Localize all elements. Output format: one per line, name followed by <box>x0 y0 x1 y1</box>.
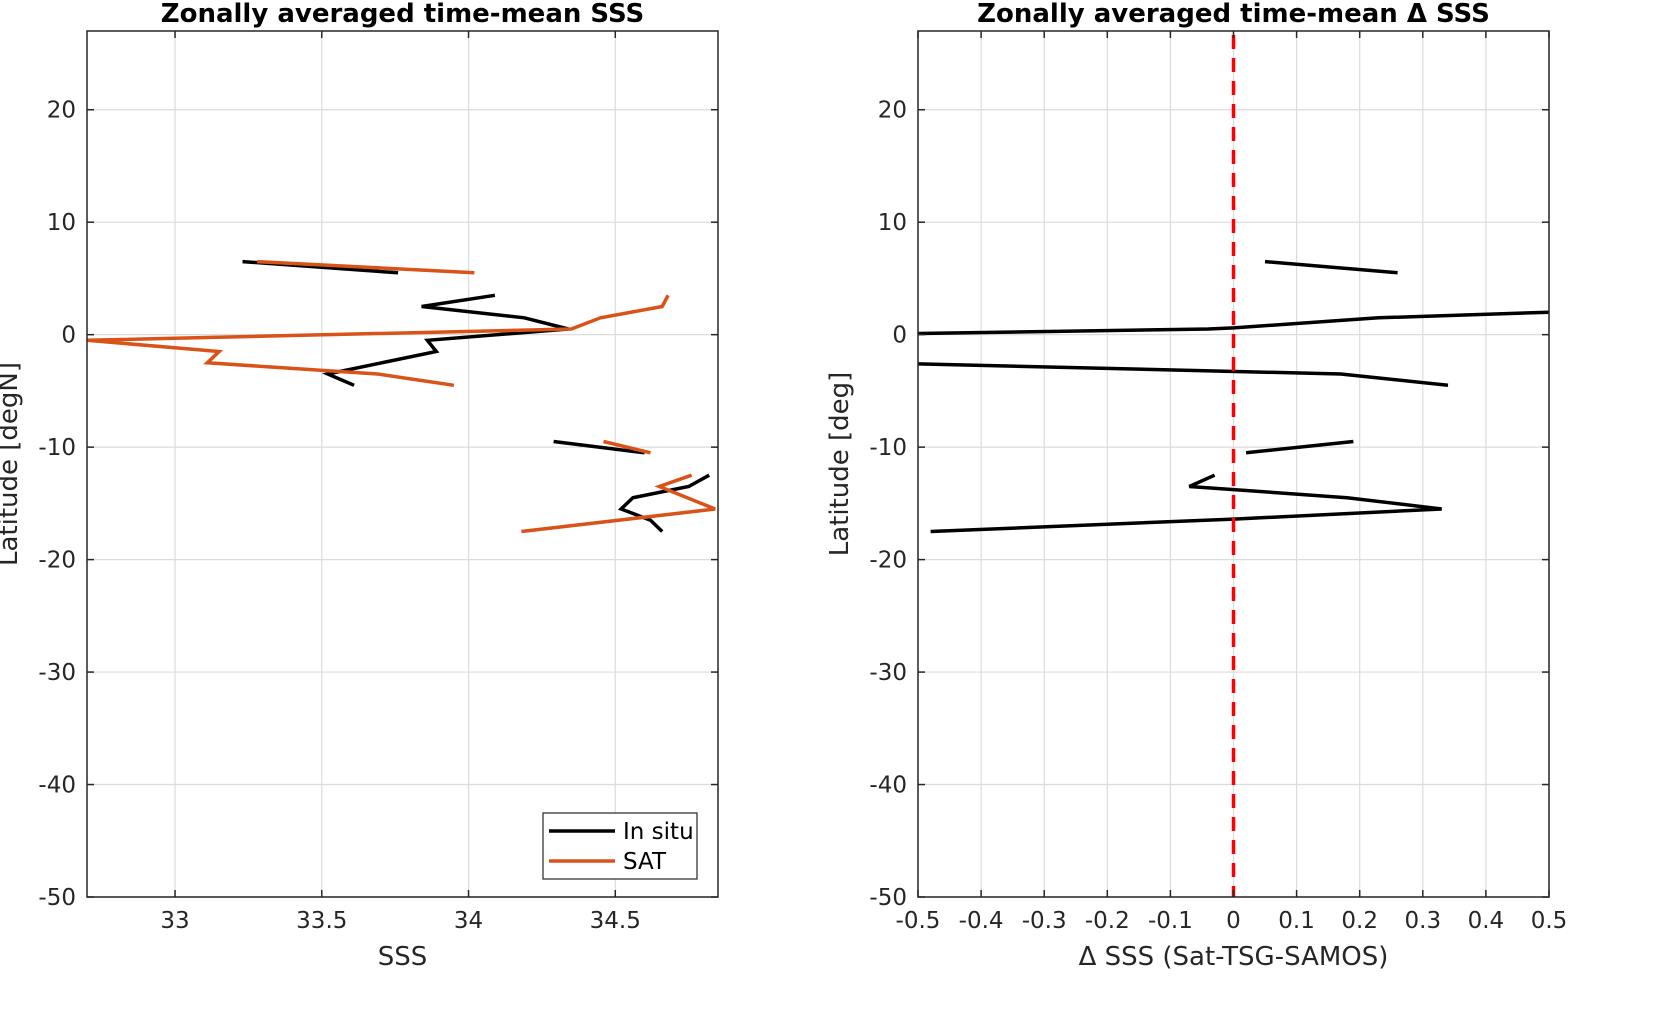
right-y-tick-label: 0 <box>892 323 907 349</box>
right-chart-title: Zonally averaged time-mean Δ SSS <box>977 0 1490 29</box>
right-y-tick-label: -30 <box>869 660 907 686</box>
right-x-tick-label: -0.2 <box>1085 908 1130 934</box>
right-chart-x-axis-label: Δ SSS (Sat-TSG-SAMOS) <box>1079 942 1389 972</box>
right-chart-lines <box>917 259 1550 534</box>
right-y-tick-label: -10 <box>869 435 907 461</box>
left-line-sat <box>603 439 651 455</box>
left-chart-grid <box>87 31 718 898</box>
left-x-tick-label: 33.5 <box>296 908 347 934</box>
left-line-in-situ <box>553 439 645 455</box>
left-chart-lines <box>86 259 716 534</box>
left-x-tick-label: 34.5 <box>590 908 641 934</box>
right-chart-grid <box>917 31 1550 898</box>
right-line-series-0 <box>930 473 1442 534</box>
left-chart-x-axis-label: SSS <box>378 942 428 972</box>
left-y-tick-label: -40 <box>38 773 76 799</box>
left-x-tick-label: 33 <box>160 908 189 934</box>
left-y-tick-label: -50 <box>38 885 76 911</box>
left-line-sat <box>521 473 716 534</box>
left-chart-title: Zonally averaged time-mean SSS <box>161 0 645 29</box>
left-line-sat <box>86 294 670 388</box>
left-y-tick-label: -10 <box>38 435 76 461</box>
right-x-tick-label: 0.3 <box>1405 908 1442 934</box>
left-chart-ticks: 33 33.5 34 34.5 20 10 0 -10 -20 -30 -40 -50 <box>38 31 718 934</box>
left-chart-axes-box <box>86 30 719 898</box>
right-line-series-0 <box>1245 439 1354 455</box>
left-x-tick-label: 34 <box>454 908 483 934</box>
legend-label-in-situ: In situ <box>623 819 694 845</box>
right-x-tick-label: 0.2 <box>1341 908 1378 934</box>
left-y-tick-label: 20 <box>47 98 76 124</box>
right-chart-y-axis-label: Latitude [deg] <box>825 372 855 557</box>
right-x-tick-label: -0.3 <box>1022 908 1067 934</box>
right-x-tick-label: 0.1 <box>1278 908 1315 934</box>
right-line-series-0 <box>1264 259 1398 275</box>
left-y-tick-label: -20 <box>38 548 76 574</box>
right-chart-ticks: -0.5 -0.4 -0.3 -0.2 -0.1 0 0.1 0.2 0.3 0.4 0.5 20 10… <box>869 31 1567 934</box>
right-y-tick-label: 20 <box>878 98 907 124</box>
right-line-series-0 <box>917 362 1449 388</box>
left-line-sat <box>257 259 475 275</box>
left-y-tick-label: -30 <box>38 660 76 686</box>
legend-box <box>542 812 698 880</box>
right-x-tick-label: -0.4 <box>959 908 1004 934</box>
right-y-tick-label: -40 <box>869 773 907 799</box>
right-x-tick-label: -0.5 <box>896 908 941 934</box>
right-chart-panel: Zonally averaged time-mean Δ SSS -0.5 -0.… <box>825 0 1567 972</box>
legend: In situ SAT <box>542 812 698 880</box>
right-y-tick-label: -20 <box>869 548 907 574</box>
right-x-tick-label: 0.4 <box>1468 908 1505 934</box>
left-y-tick-label: 0 <box>61 323 76 349</box>
right-x-tick-label: -0.1 <box>1148 908 1193 934</box>
right-y-tick-label: 10 <box>878 210 907 236</box>
left-chart-panel: Zonally averaged time-mean SSS 33 33.5 34 3… <box>0 0 719 972</box>
legend-label-sat: SAT <box>623 849 667 875</box>
left-y-tick-label: 10 <box>47 210 76 236</box>
right-x-tick-label: 0.5 <box>1531 908 1568 934</box>
left-chart-y-axis-label: Latitude [degN] <box>0 362 24 566</box>
right-line-series-0 <box>917 310 1550 336</box>
right-y-tick-label: -50 <box>869 885 907 911</box>
left-line-in-situ <box>617 473 711 533</box>
right-x-tick-label: 0 <box>1226 908 1241 934</box>
